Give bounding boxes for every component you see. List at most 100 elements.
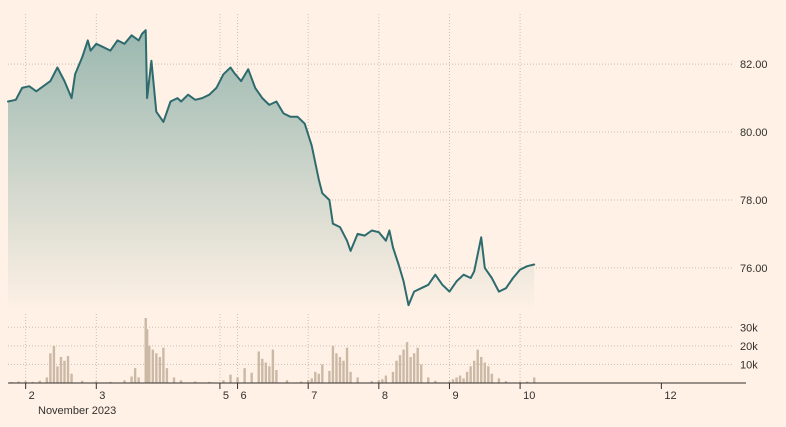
volume-bar [455, 377, 458, 383]
volume-bar [123, 380, 126, 383]
volume-bars [10, 318, 536, 383]
volume-bar [497, 378, 501, 383]
volume-bar [448, 381, 451, 383]
volume-bar [370, 381, 373, 383]
volume-bar [525, 381, 529, 383]
x-tick-label: 10 [523, 390, 535, 402]
volume-bar [458, 375, 462, 383]
volume-bar [137, 377, 140, 383]
volume-bar [405, 342, 409, 383]
volume-bar [349, 371, 352, 383]
volume-bar [95, 381, 98, 383]
volume-bar [145, 329, 149, 383]
volume-bar [342, 360, 345, 383]
volume-bar [80, 380, 84, 383]
volume-bar [504, 381, 508, 383]
volume-bar [434, 380, 437, 383]
volume-bar [155, 353, 158, 383]
volume-bar [462, 378, 465, 383]
volume-bar [133, 368, 137, 383]
volume-tick-label: 20k [740, 341, 758, 353]
volume-bar [533, 377, 536, 383]
volume-bar [416, 347, 419, 383]
volume-bar [165, 368, 169, 383]
volume-bar [172, 377, 176, 383]
volume-bar [257, 351, 260, 383]
volume-bar [317, 373, 320, 383]
price-tick-label: 80.00 [740, 127, 768, 139]
x-tick-label: 2 [29, 390, 35, 402]
volume-bar [476, 349, 479, 383]
volume-bar [24, 381, 27, 383]
volume-bar [56, 366, 59, 383]
volume-bar [310, 378, 313, 383]
volume-bar [109, 381, 112, 383]
volume-bar [261, 358, 264, 383]
volume-bar [398, 355, 402, 383]
volume-bar [59, 357, 63, 383]
volume-bar [70, 373, 73, 383]
volume-bar [490, 373, 494, 383]
price-line-group [7, 29, 536, 307]
x-tick-label: 7 [311, 390, 317, 402]
price-tick-label: 82.00 [740, 59, 768, 71]
volume-bar [151, 349, 154, 383]
x-tick-label: 8 [382, 390, 388, 402]
volume-bar [268, 366, 271, 383]
x-tick-label: 6 [241, 390, 247, 402]
volume-bar [420, 364, 423, 383]
volume-bar [381, 379, 384, 383]
volume-bar [465, 371, 469, 383]
price-area [8, 30, 535, 312]
volume-bar [45, 377, 49, 383]
volume-bar [451, 379, 455, 383]
volume-bar [63, 360, 66, 383]
volume-bar [306, 380, 310, 383]
volume-bar [384, 375, 388, 383]
price-tick-label: 76.00 [740, 263, 768, 275]
volume-bar [49, 353, 52, 383]
volume-bar [345, 347, 349, 383]
volume-bar [427, 377, 430, 383]
volume-bar [377, 380, 381, 383]
volume-bar [236, 377, 239, 383]
volume-bar [17, 381, 20, 383]
x-tick-label: 3 [99, 390, 105, 402]
volume-bar [38, 380, 41, 383]
volume-bar [31, 381, 34, 383]
volume-bar [208, 381, 211, 383]
volume-bar [518, 381, 522, 383]
price-tick-label: 78.00 [740, 195, 768, 207]
volume-bar [356, 377, 359, 383]
volume-bar [158, 357, 162, 383]
volume-bar [193, 381, 197, 383]
volume-tick-label: 30k [740, 322, 758, 334]
volume-bar [243, 368, 246, 383]
volume-bar [285, 380, 289, 383]
volume-bar [66, 356, 70, 383]
volume-bar [335, 353, 338, 383]
price-line [7, 29, 536, 307]
volume-bar [402, 349, 405, 383]
volume-bar [52, 345, 56, 383]
volume-bar [331, 345, 335, 383]
price-area-fill [8, 30, 535, 312]
volume-bar [487, 366, 490, 383]
volume-bar [338, 357, 342, 383]
x-tick-label: 5 [223, 390, 229, 402]
volume-bar [229, 374, 232, 383]
volume-bar [299, 381, 303, 383]
volume-bar [271, 349, 275, 383]
volume-bar [409, 357, 412, 383]
volume-bar [130, 376, 133, 383]
volume-tick-label: 10k [740, 359, 758, 371]
month-label: November 2023 [38, 405, 116, 417]
volume-bar [321, 364, 324, 383]
volume-bar [395, 360, 398, 383]
volume-bar [250, 372, 253, 383]
x-tick-label: 9 [452, 390, 458, 402]
volume-bar [275, 370, 278, 383]
volume-bar [328, 370, 331, 383]
